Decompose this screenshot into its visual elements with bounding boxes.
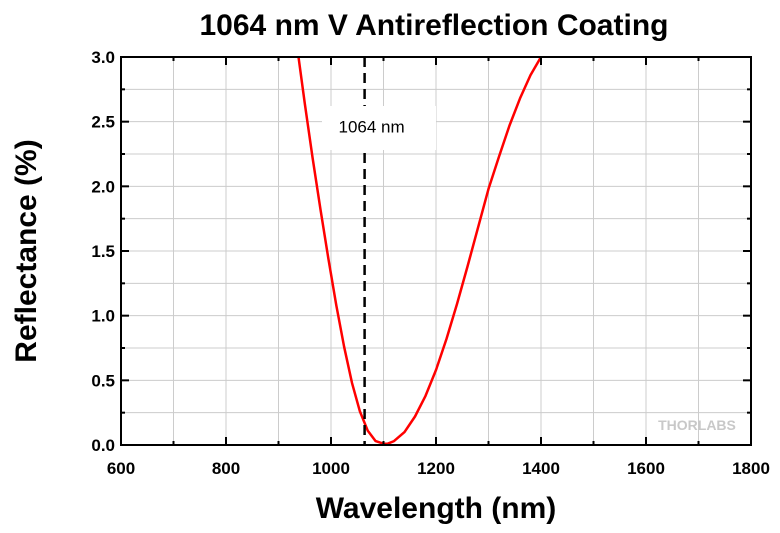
x-tick-label: 1800: [732, 459, 770, 478]
chart-title: 1064 nm V Antireflection Coating: [200, 9, 669, 42]
y-tick-label: 2.0: [91, 177, 115, 196]
logo-text: THORLABS: [658, 417, 736, 433]
y-axis-title: Reflectance (%): [10, 139, 43, 362]
x-tick-label: 1200: [417, 459, 455, 478]
x-tick-label: 1400: [522, 459, 560, 478]
y-tick-label: 0.5: [91, 371, 115, 390]
y-tick-label: 1.0: [91, 307, 115, 326]
x-axis-title: Wavelength (nm): [316, 492, 557, 525]
y-tick-label: 3.0: [91, 48, 115, 67]
reflectance-curve: [297, 56, 543, 445]
annotation-layer: 1064 nm: [322, 106, 436, 150]
annotation-background: [322, 106, 436, 150]
y-tick-label: 0.0: [91, 436, 115, 455]
axis-ticks: [120, 56, 752, 446]
annotation-label: 1064 nm: [339, 118, 405, 137]
x-tick-label: 600: [107, 459, 135, 478]
x-tick-label: 1000: [312, 459, 350, 478]
tick-labels: 600 800 1000 1200 1400 1600 1800 0.0 0.5 1.0 1.5 2.…: [91, 48, 770, 478]
x-tick-label: 1600: [627, 459, 665, 478]
y-tick-label: 1.5: [91, 242, 115, 261]
x-tick-label: 800: [212, 459, 240, 478]
y-tick-label: 2.5: [91, 113, 115, 132]
thorlabs-logo: THORLABS: [658, 417, 736, 433]
series-layer: [297, 56, 543, 445]
